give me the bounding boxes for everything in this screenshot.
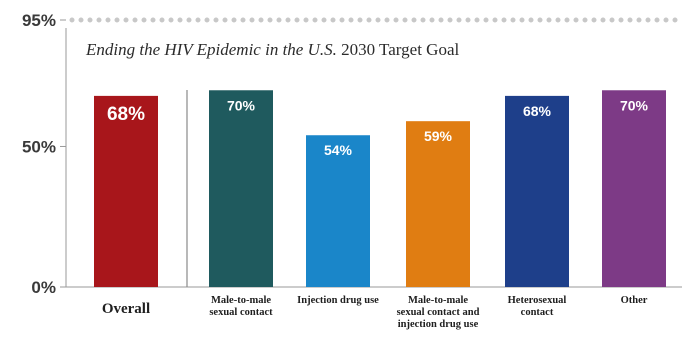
y-tick-label: 95% — [22, 11, 56, 30]
chart-title: Ending the HIV Epidemic in the U.S. 2030… — [85, 40, 459, 59]
x-tick-label-line: sexual contact — [209, 307, 273, 318]
x-tick-label: Other — [621, 295, 648, 306]
x-tick-label: Male-to-male sexual contact — [209, 295, 273, 318]
bar-value-label: 70% — [227, 97, 256, 113]
y-tick-label: 0% — [31, 278, 56, 297]
x-tick-label-line: Male-to-male — [211, 295, 271, 306]
x-tick-label-line: Heterosexual — [508, 295, 567, 306]
chart-title-rest: 2030 Target Goal — [337, 40, 460, 59]
x-tick-label: Injection drug use — [297, 295, 379, 306]
bar-value-label: 68% — [107, 104, 145, 125]
x-tick-label: Overall — [102, 301, 150, 317]
bar — [94, 95, 158, 287]
x-tick-label-line: contact — [521, 307, 554, 318]
bar-value-label: 68% — [523, 103, 552, 119]
chart-title-italic: Ending the HIV Epidemic in the U.S. — [85, 40, 337, 59]
x-tick-label-line: Other — [621, 295, 648, 306]
bar — [209, 90, 273, 288]
bar — [406, 121, 470, 287]
x-tick-label: Male-to-male sexual contact and injection … — [397, 295, 480, 330]
bars-group: 68% 70% 54% 59% 68% 70% — [94, 90, 666, 288]
x-tick-label-line: Injection drug use — [297, 295, 379, 306]
x-tick-label-line: injection drug use — [398, 319, 479, 330]
bar-value-label: 70% — [620, 97, 649, 113]
y-axis-ticks: 95% 50% 0% — [22, 11, 66, 297]
x-tick-label-line: Male-to-male — [408, 295, 468, 306]
y-tick-label: 50% — [22, 137, 56, 156]
x-tick-label-line: Overall — [102, 301, 150, 317]
bar — [602, 90, 666, 288]
x-tick-label: Heterosexual contact — [508, 295, 567, 318]
x-tick-label-line: sexual contact and — [397, 307, 480, 318]
bar — [505, 95, 569, 287]
bar-value-label: 54% — [324, 142, 353, 158]
bar — [306, 135, 370, 287]
bar-value-label: 59% — [424, 128, 453, 144]
